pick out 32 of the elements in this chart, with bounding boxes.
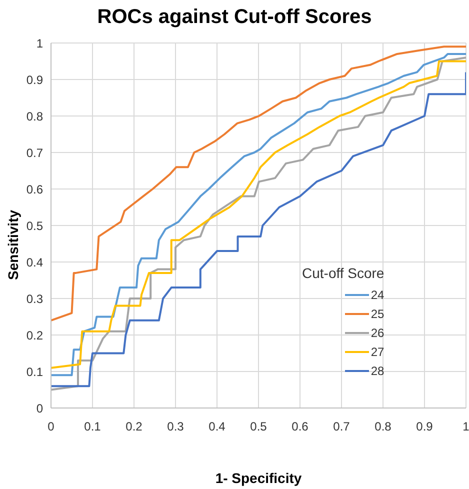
legend-label: 24 [370, 288, 384, 302]
legend-label: 27 [370, 344, 384, 358]
y-tick-label: 1 [36, 36, 44, 50]
x-tick-label: 0.6 [292, 420, 309, 434]
x-tick-label: 0.7 [333, 420, 350, 434]
x-tick-label: 0.3 [167, 420, 184, 434]
x-tick-label: 0 [48, 420, 55, 434]
legend-title: Cut-off Score [302, 265, 384, 281]
y-tick-label: 0.4 [26, 255, 44, 270]
x-tick-label: 0.5 [250, 420, 268, 434]
y-tick-label: 0.1 [26, 364, 44, 379]
legend-label: 26 [370, 326, 384, 340]
x-tick-label: 1 [462, 420, 469, 434]
x-tick-label: 0.9 [416, 420, 434, 434]
y-tick-label: 0.5 [26, 218, 44, 233]
y-tick-label: 0.9 [26, 72, 44, 87]
x-tick-label: 0.4 [208, 420, 226, 434]
y-tick-label: 0.8 [26, 109, 44, 124]
y-tick-label: 0.2 [26, 328, 44, 342]
x-tick-label: 0.8 [374, 420, 392, 434]
x-axis-title: 1- Specificity [214, 470, 303, 486]
legend-label: 28 [370, 364, 384, 378]
y-tick-label: 0 [36, 401, 44, 416]
x-tick-label: 0.2 [126, 420, 143, 434]
legend-label: 25 [370, 306, 384, 320]
y-tick-label: 0.7 [26, 146, 44, 160]
chart-title: ROCs against Cut-off Scores [96, 6, 373, 29]
y-tick-label: 0.3 [26, 292, 44, 306]
line-series [51, 46, 466, 322]
y-tick-label: 0.6 [26, 182, 44, 196]
x-tick-label: 0.1 [84, 420, 102, 434]
y-axis-title: Sensitivity [5, 210, 21, 280]
